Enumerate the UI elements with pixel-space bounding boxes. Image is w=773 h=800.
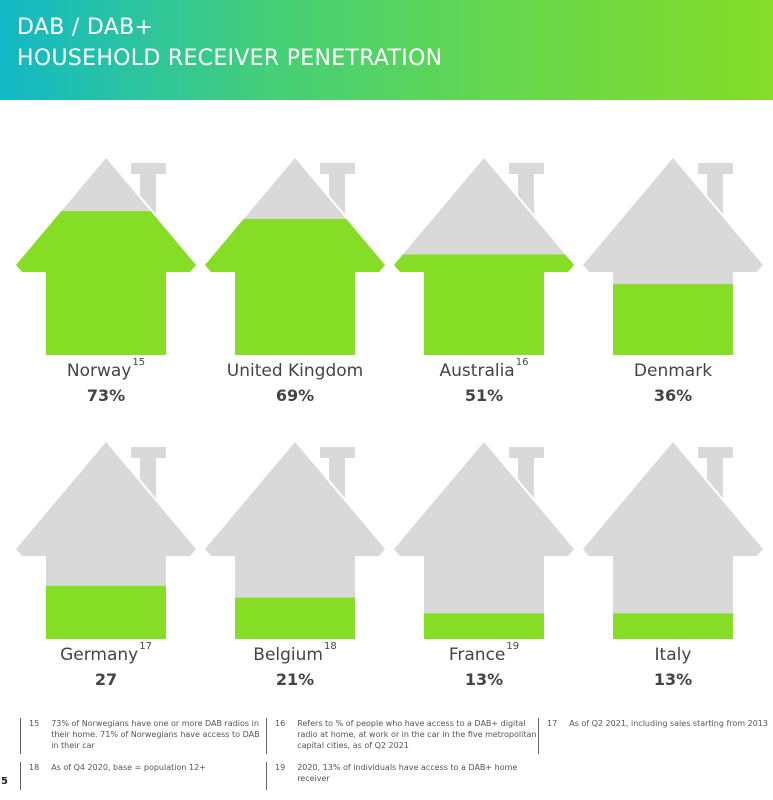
house-italy [580,438,766,641]
house-france [391,438,577,641]
fill-bar-belgium [205,597,385,639]
footnote-15: 15 73% of Norwegians have one or more DAB… [20,718,265,754]
house-chart [13,154,766,641]
house-belgium [202,438,388,641]
fill-bar-germany [16,585,196,639]
house-united-kingdom [202,154,388,357]
value-label: 21% [275,670,315,689]
fill-bar-united-kingdom [205,219,385,355]
footnote-ref: 18 [323,641,337,653]
header-banner: DAB / DAB+ HOUSEHOLD RECEIVER PENETRATIO… [0,0,773,100]
value-label: 73% [86,386,126,405]
country-label: France19 [448,641,520,665]
fill-bar-italy [583,613,763,639]
title-line-1: DAB / DAB+ [17,15,154,40]
house-australia [391,154,577,357]
footnote-17: 17 As of Q2 2021, including sales startin… [538,718,773,754]
footnote-18: 18 As of Q4 2020, base = population 12+ [20,762,265,790]
footnote-19: 19 2020, 13% of individuals have access t… [266,762,537,790]
chimney-icon [698,447,733,500]
value-label: 69% [275,386,315,405]
country-label: Denmark [633,361,713,381]
footnote-ref: 15 [132,357,146,369]
value-label: 27 [94,670,118,689]
country-label: Italy [654,645,692,665]
chimney-icon [320,163,355,216]
footnote-ref: 16 [515,357,529,369]
fill-bar-australia [394,254,574,355]
house-denmark [580,154,766,357]
fill-bar-france [394,613,574,639]
page-number: 5 [1,776,8,787]
house-shape [580,438,766,641]
chimney-icon [131,163,166,216]
house-shape [391,438,577,641]
country-label: United Kingdom [226,361,364,381]
country-label: Australia16 [439,357,529,381]
value-label: 51% [464,386,504,405]
chimney-icon [320,447,355,500]
house-germany [13,438,199,641]
country-label: Germany17 [60,641,152,665]
chimney-icon [509,447,544,500]
footnote-ref: 19 [506,641,520,653]
fill-bar-norway [16,211,196,355]
title-line-2: HOUSEHOLD RECEIVER PENETRATION [17,46,443,71]
chimney-icon [131,447,166,500]
value-label: 13% [464,670,504,689]
country-label: Norway15 [66,357,146,381]
value-label: 36% [653,386,693,405]
footnote-ref: 17 [139,641,152,653]
footnote-16: 16 Refers to % of people who have access … [266,718,537,754]
house-norway [13,154,199,357]
chimney-icon [698,163,733,216]
chimney-icon [509,163,544,216]
country-label: Belgium18 [253,641,337,665]
value-label: 13% [653,670,693,689]
fill-bar-denmark [583,284,763,355]
